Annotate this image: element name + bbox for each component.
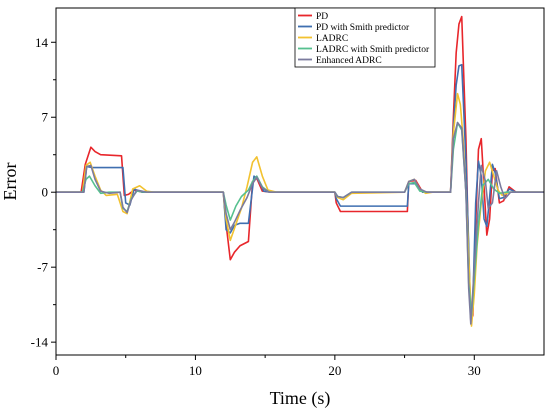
x-tick-label: 20 (328, 363, 341, 378)
y-tick-label: 0 (42, 185, 49, 200)
legend-label-pd: PD (316, 12, 328, 22)
x-tick-label: 30 (468, 363, 481, 378)
y-axis-title: Error (0, 163, 20, 201)
legend-label-enhanced-adrc: Enhanced ADRC (316, 56, 382, 66)
series-layer (56, 15, 544, 327)
legend-label-pd-with-smith-predictor: PD with Smith predictor (316, 23, 410, 33)
y-tick-label: -14 (31, 335, 49, 350)
x-tick-label: 0 (53, 363, 60, 378)
y-tick-label: 7 (42, 110, 49, 125)
series-line-enhanced-adrc (56, 121, 544, 325)
legend-label-ladrc-with-smith-predictor: LADRC with Smith predictor (316, 45, 430, 55)
x-tick-label: 10 (189, 363, 202, 378)
x-axis-title: Time (s) (270, 388, 331, 409)
legend-box (294, 7, 436, 68)
ticks-layer: 0 10 20 30 -14 -7 0 7 14 (31, 35, 481, 378)
y-tick-label: 14 (35, 35, 49, 50)
series-line-ladrc-with-smith-predictor (56, 121, 544, 317)
legend-label-ladrc: LADRC (316, 34, 348, 44)
y-tick-label: -7 (37, 260, 48, 275)
series-line-ladrc (56, 92, 544, 327)
